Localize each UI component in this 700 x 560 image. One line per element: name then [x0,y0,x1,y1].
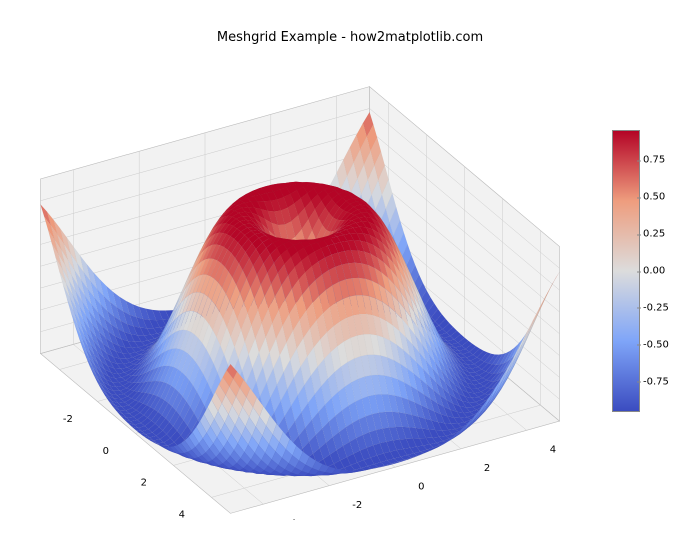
colorbar-tick: -0.50 [643,339,669,350]
colorbar-tick: -0.25 [643,302,669,313]
colorbar-tick: 0.25 [643,229,665,240]
svg-text:-2: -2 [352,500,362,511]
colorbar-tick: 0.00 [643,266,665,277]
svg-text:4: 4 [179,510,185,520]
svg-text:-2: -2 [63,414,73,425]
svg-text:4: 4 [550,445,556,456]
svg-text:0: 0 [103,446,109,457]
surface-plot-3d: -4-2024-4-2024-0.75-0.50-0.250.000.250.5… [40,60,560,520]
colorbar-tick: 0.50 [643,192,665,203]
svg-text:0: 0 [418,482,424,493]
svg-text:2: 2 [484,463,490,474]
svg-text:-4: -4 [286,519,296,520]
svg-text:2: 2 [141,478,147,489]
chart-title: Meshgrid Example - how2matplotlib.com [217,30,483,45]
colorbar: -0.75-0.50-0.250.000.250.500.75 [612,130,640,412]
colorbar-tick: -0.75 [643,376,669,387]
colorbar-tick: 0.75 [643,155,665,166]
